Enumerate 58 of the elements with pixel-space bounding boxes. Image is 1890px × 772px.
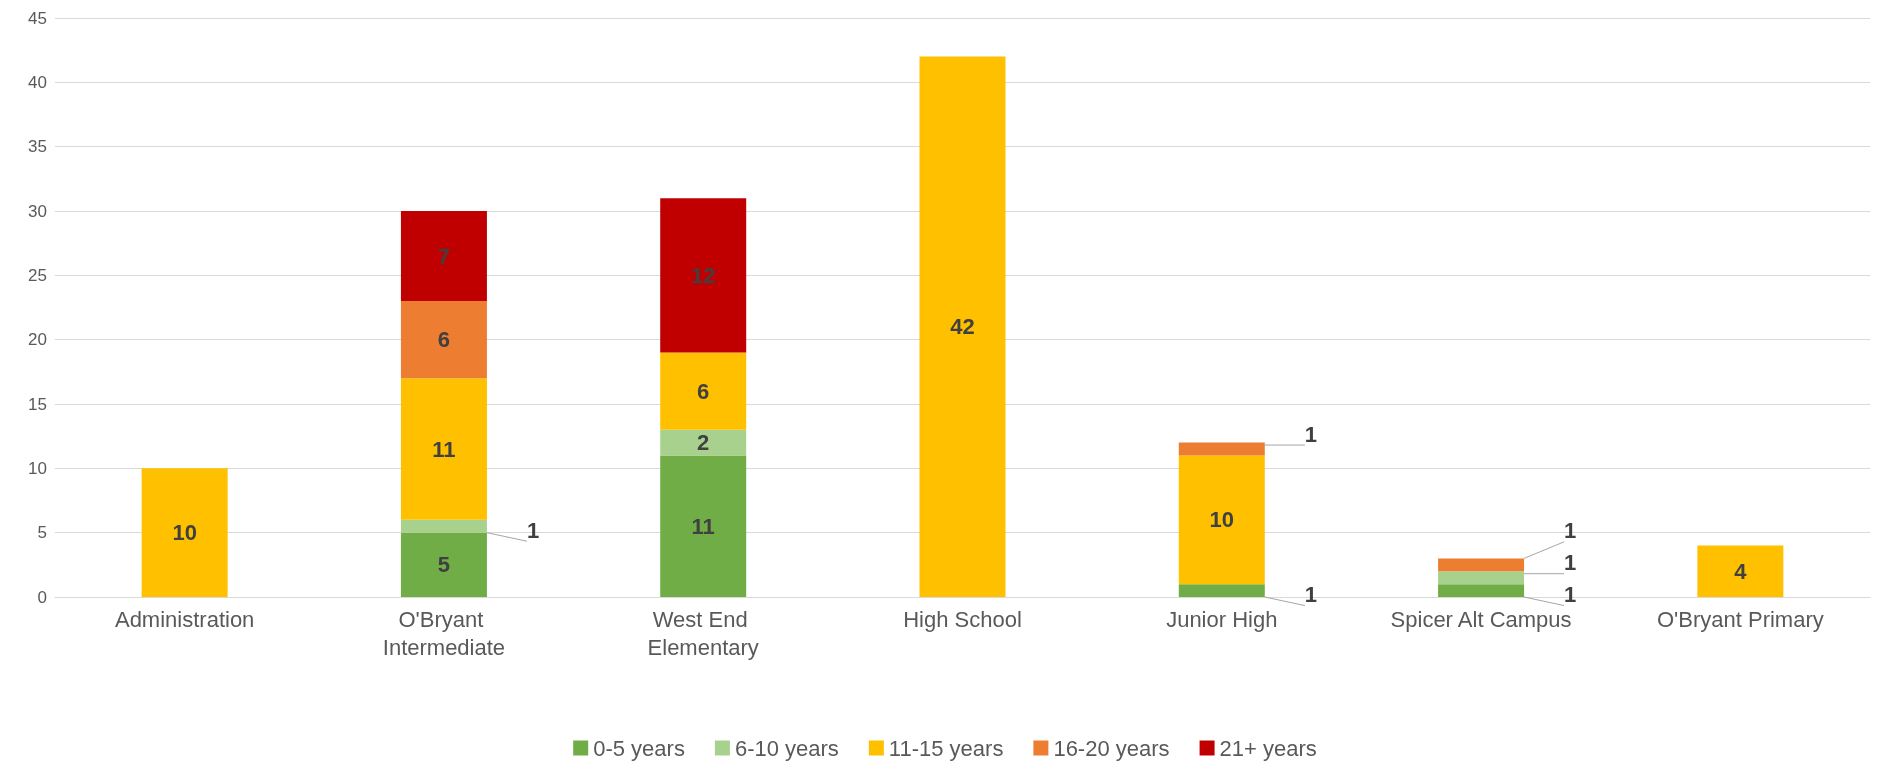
y-tick-label: 30 [28,201,47,221]
bar [141,468,228,597]
legend-label: 6-10 years [734,735,839,761]
data-label: 10 [172,520,197,546]
data-label: 5 [437,552,451,578]
data-label: 11 [691,513,715,539]
data-label: 1 [1304,421,1318,447]
bar [1178,442,1265,456]
bar [919,56,1006,597]
bar [400,378,487,520]
x-tick-label: Administration [114,606,255,632]
bar [660,429,747,456]
data-label: 11 [432,436,456,462]
data-label: 6 [697,378,710,404]
legend-label: 11-15 years [888,735,1004,761]
data-label: 7 [437,243,451,269]
data-label: 1 [1564,518,1577,544]
bar [660,455,747,597]
data-label: 1 [1564,582,1577,608]
bar [1697,545,1784,597]
bar [1178,455,1265,585]
x-tick-label: O'Bryant Intermediate [382,606,506,660]
y-tick-label: 45 [28,8,47,28]
bar [660,198,747,353]
data-label: 2 [697,430,710,456]
data-label: 6 [437,327,451,353]
data-label: 1 [526,517,540,543]
bar [1438,584,1525,597]
bar [1178,584,1265,597]
x-tick-label: O'Bryant Primary [1656,606,1824,632]
data-label: 1 [1564,550,1577,576]
bar [400,519,487,533]
bar [400,301,487,379]
y-tick-label: 5 [37,523,47,543]
y-tick-label: 10 [28,458,47,478]
y-tick-label: 40 [28,72,47,92]
x-tick-label: West End Elementary [647,606,759,660]
data-label: 4 [1734,558,1748,584]
data-label: 12 [690,262,716,288]
x-tick-label: Spicer Alt Campus [1390,606,1572,632]
bar [400,211,487,302]
x-tick-label: Junior High [1166,606,1278,632]
y-tick-label: 0 [37,587,47,607]
bar [660,352,747,430]
y-tick-label: 25 [28,265,47,285]
legend-label: 16-20 years [1053,735,1170,761]
bar [400,532,487,597]
bar [1438,558,1525,572]
legend-label: 0-5 years [593,735,685,761]
legend-label: 21+ years [1219,735,1317,761]
data-label: 1 [1304,582,1318,608]
data-label: 42 [950,314,975,340]
y-tick-label: 20 [28,330,47,350]
bar [1438,571,1525,585]
y-tick-label: 35 [28,137,47,157]
x-tick-label: High School [903,606,1022,632]
y-tick-label: 15 [28,394,47,414]
data-label: 10 [1209,507,1235,533]
